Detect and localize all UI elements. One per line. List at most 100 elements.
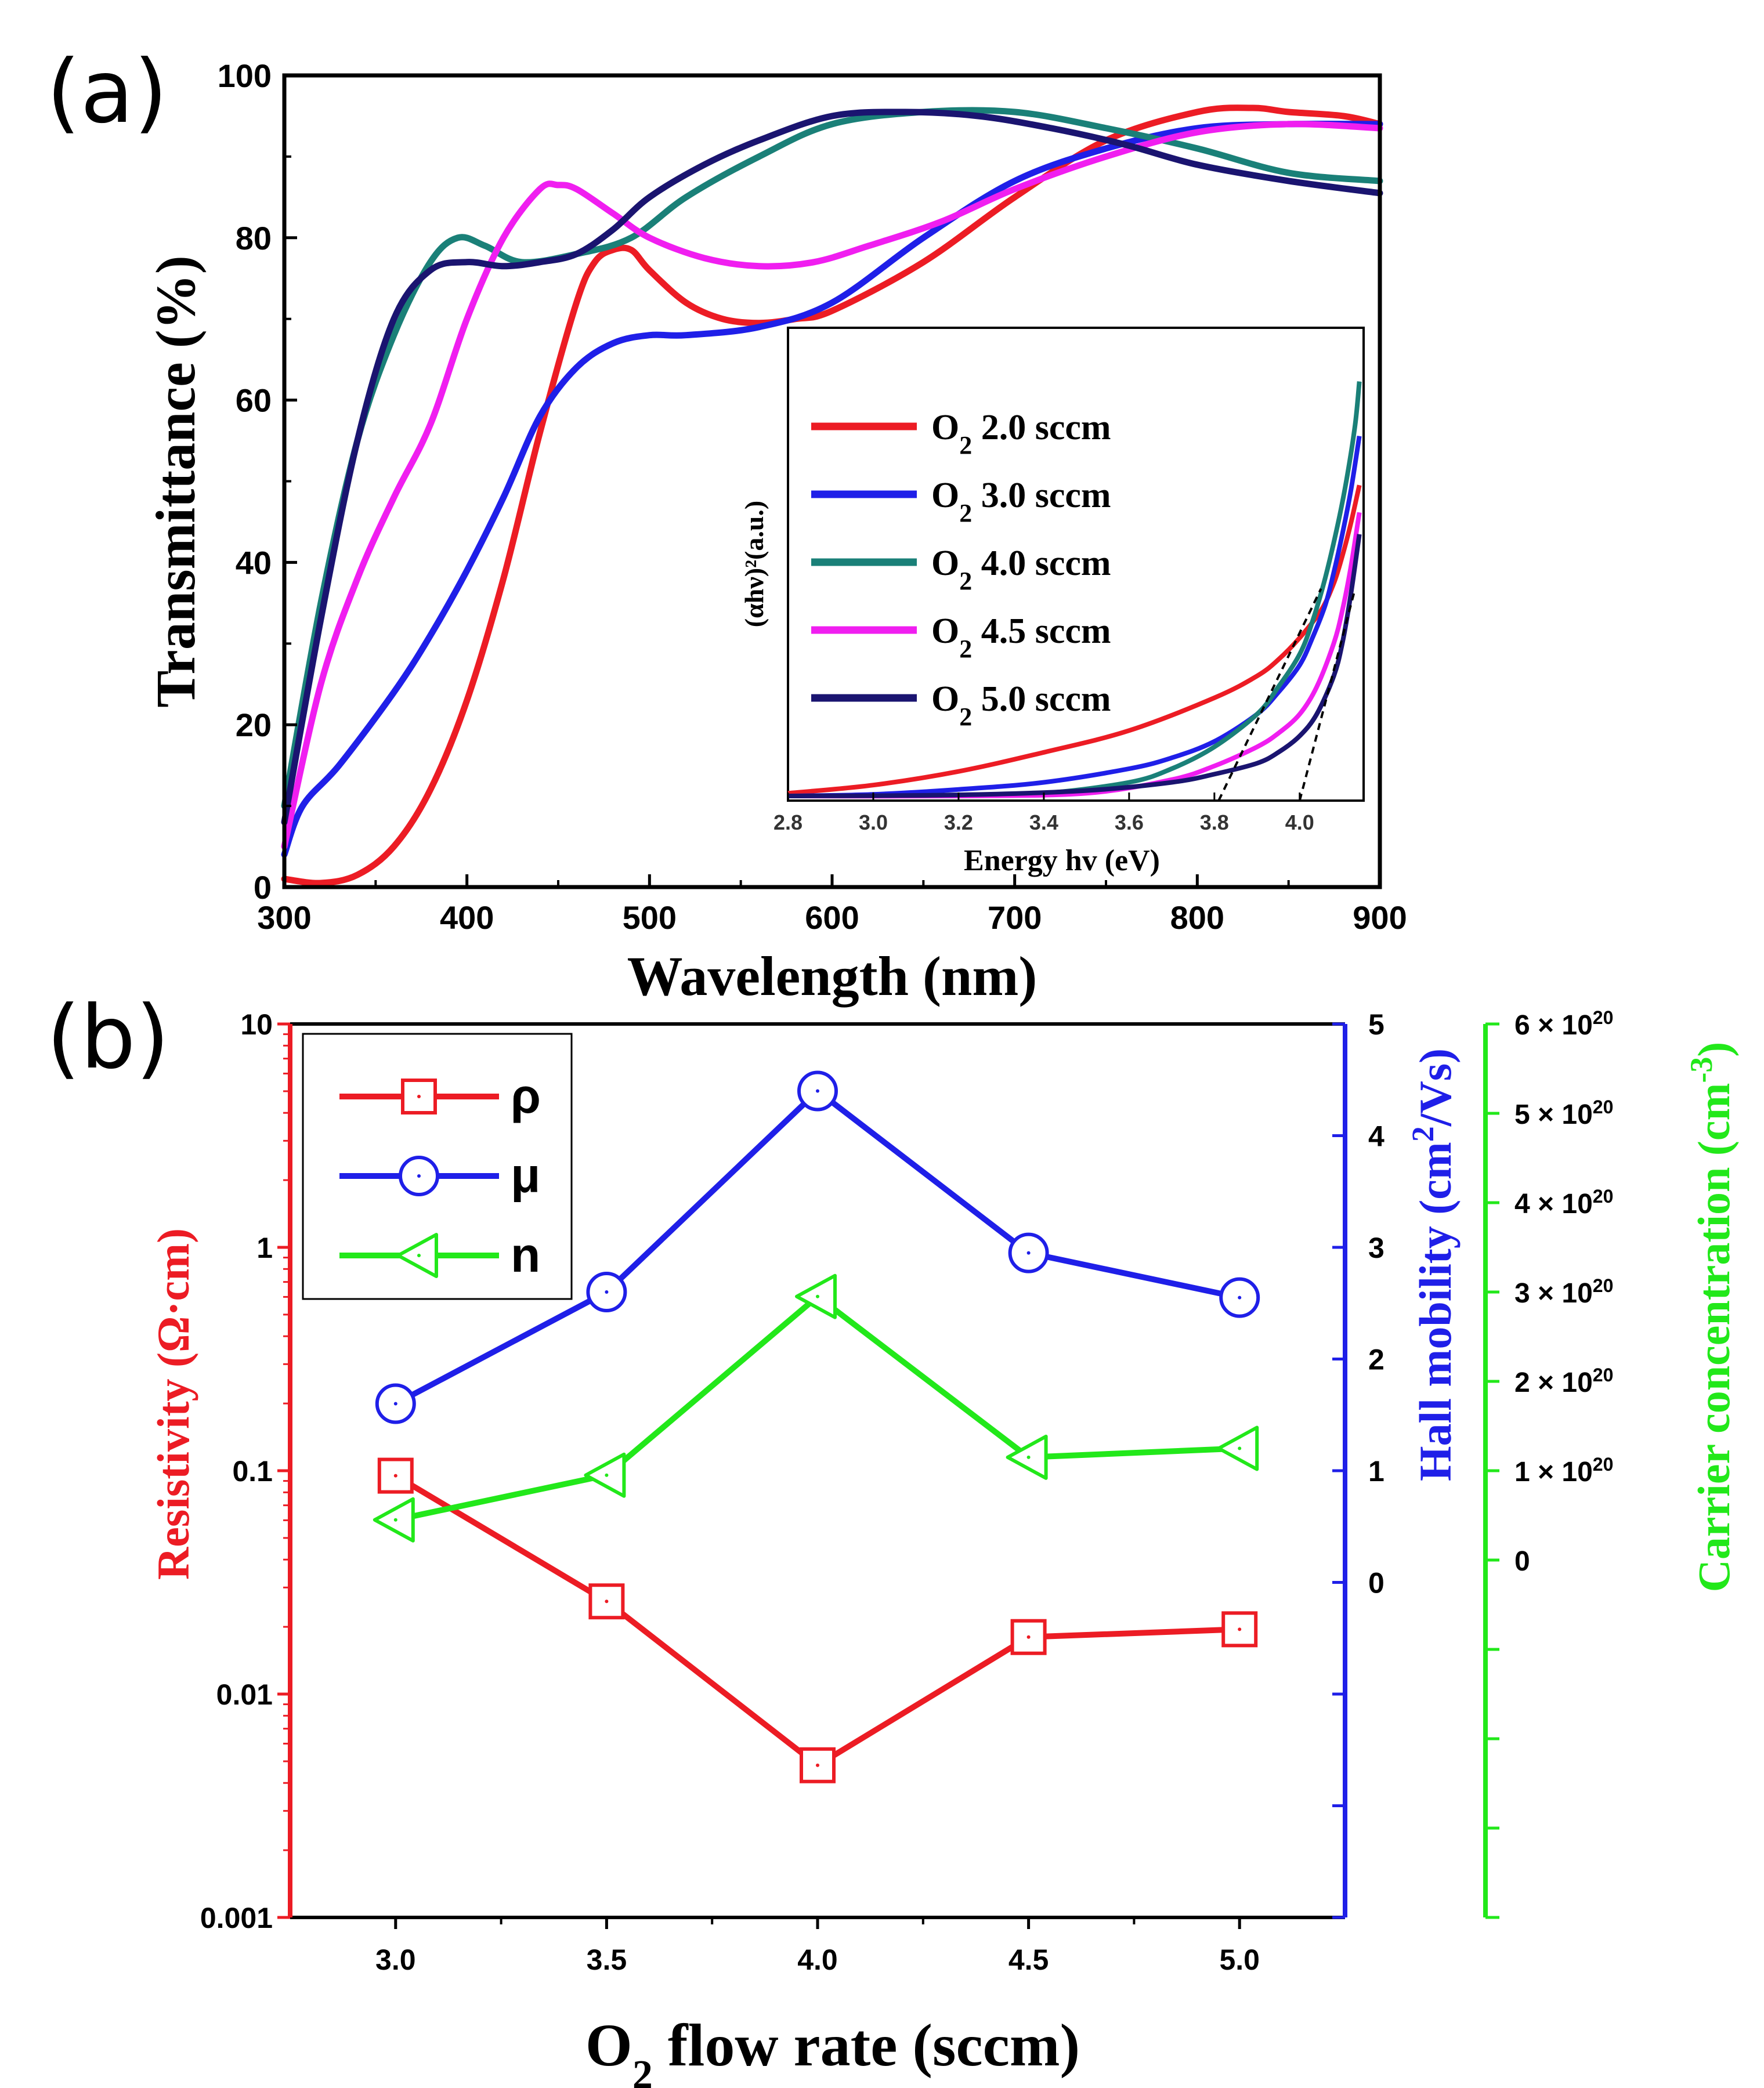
marker-square-3-dot <box>816 1763 819 1767</box>
panel-b-xlabel-prefix: O <box>585 2012 632 2079</box>
marker-square-2-dot <box>605 1600 609 1604</box>
a-ytick-label: 20 <box>236 707 272 743</box>
a-xtick-label: 700 <box>988 899 1042 936</box>
panel-b-xlabel-rest: flow rate (sccm) <box>653 2012 1080 2079</box>
carrier-axis-label: Carrier concentration (cm-3) <box>1684 1042 1739 1593</box>
transmittance-curve-2 <box>281 120 1383 858</box>
resistivity-label-unit: (Ω·cm) <box>148 1228 198 1367</box>
resistivity-axis-label: Resistivity (Ω·cm) <box>148 1228 198 1580</box>
b-xtick-label: 4.0 <box>797 1944 838 1976</box>
b-legend-marker-square-dot <box>417 1095 421 1098</box>
b-xtick-label: 5.0 <box>1219 1944 1260 1976</box>
a-xtick-label: 600 <box>805 899 859 936</box>
inset-legend-text: 3.0 sccm <box>972 476 1111 515</box>
a-ytick-label: 0 <box>254 869 272 906</box>
resistivity-label-main: Resistivity <box>148 1367 198 1580</box>
inset-legend-sub: 2 <box>959 499 972 527</box>
inset-xtick-label: 3.6 <box>1115 810 1144 834</box>
b-legend-label-circle: μ <box>511 1148 540 1203</box>
inset-curve-1 <box>787 484 1362 796</box>
b-rtick-label: 0 <box>1514 1546 1530 1577</box>
b-rtick-mant: 6 × 10 <box>1514 1010 1593 1041</box>
b-legend-marker-triangle-dot <box>417 1254 421 1257</box>
panel-a-label: (a) <box>46 42 168 143</box>
panel-b-legend: ρμn <box>302 1033 573 1300</box>
panel-b-xlabel-sub: 2 <box>632 2053 653 2088</box>
marker-square-1-dot <box>393 1474 397 1478</box>
marker-square-1 <box>377 1457 414 1494</box>
b-rtick-exp: 20 <box>1593 1275 1614 1296</box>
panel-b-axes: 3.0 3.5 4.0 4.5 5.0 0.001 0.01 0.1 1 10 0 1 2 3 4 5 0 1 ×… <box>200 1007 1614 1976</box>
marker-circle-3-dot <box>816 1089 819 1093</box>
inset-legend-text: 2.0 sccm <box>972 408 1111 447</box>
inset-legend-sub: 2 <box>959 431 972 459</box>
b-ltick-label: 0.01 <box>216 1678 273 1711</box>
mobility-label-a: Hall mobility (cm <box>1410 1142 1461 1481</box>
inset-legend-sub: 2 <box>959 703 972 731</box>
transmittance-curve-1 <box>281 104 1383 886</box>
panel-b: (b) 3.0 3.5 4.0 4.5 5.0 0.001 0.01 0.1 1 10 0 1 2 3 4 5… <box>46 987 1739 2088</box>
b-xtick-label: 4.5 <box>1008 1944 1049 1976</box>
a-ytick-label: 40 <box>236 544 272 581</box>
panel-a-ticks: 300 400 500 600 700 800 900 0 20 40 60 80 100 <box>218 57 1407 936</box>
inset-legend-sub: 2 <box>959 567 972 595</box>
inset-curve-5 <box>787 534 1362 798</box>
inset-legend-prefix: O <box>931 679 959 719</box>
b-ltick-label: 10 <box>240 1008 273 1041</box>
marker-triangle-1-dot <box>393 1518 397 1522</box>
marker-circle-2-dot <box>605 1290 609 1294</box>
b-legend-label-triangle: n <box>511 1228 540 1282</box>
marker-triangle-4-dot <box>1026 1455 1031 1459</box>
a-ytick-label: 100 <box>218 57 272 94</box>
mobility-label-sup: 2 <box>1405 1126 1440 1142</box>
b-rtick-label: 4 × 1020 <box>1514 1186 1613 1219</box>
marker-square-4-dot <box>1026 1635 1031 1639</box>
inset-curves <box>787 381 1362 801</box>
panel-b-xlabel: O2 flow rate (sccm) <box>585 2012 1080 2088</box>
carrier-label-b: ) <box>1689 1042 1739 1057</box>
series-line-triangle <box>395 1293 1240 1523</box>
a-xtick-label: 900 <box>1353 899 1407 936</box>
mobility-label-b: /Vs) <box>1410 1048 1461 1127</box>
b-rtick-mant: 3 × 10 <box>1514 1278 1593 1309</box>
inset-legend-label-1: O2 2.0 sccm <box>931 408 1111 459</box>
b-xtick-label: 3.0 <box>375 1944 416 1976</box>
b-rtick-mant: 2 × 10 <box>1514 1367 1593 1398</box>
inset-legend-text: 4.0 sccm <box>972 544 1111 583</box>
b-rtick-exp: 20 <box>1593 1007 1614 1028</box>
inset-xtick-label: 3.2 <box>944 810 973 834</box>
marker-triangle-2-dot <box>605 1473 609 1477</box>
tangent-line-1 <box>1217 588 1322 801</box>
a-ytick-label: 60 <box>236 382 272 419</box>
b-rtick-label: 2 × 1020 <box>1514 1365 1613 1398</box>
b-rtick-mant: 1 × 10 <box>1514 1457 1593 1488</box>
transmittance-curve-4 <box>281 121 1383 850</box>
inset-legend-prefix: O <box>931 408 959 447</box>
b-rtick-exp: 20 <box>1593 1097 1614 1117</box>
b-rtick-exp: 20 <box>1593 1186 1614 1207</box>
inset-xtick-label: 2.8 <box>773 810 803 834</box>
marker-circle-5-dot <box>1238 1295 1242 1300</box>
panel-b-series <box>373 1070 1260 1783</box>
b-rtick-mant: 4 × 10 <box>1514 1189 1593 1219</box>
transmittance-curve-5 <box>281 108 1383 826</box>
inset-legend-label-5: O2 5.0 sccm <box>931 679 1111 731</box>
a-xtick-label: 800 <box>1170 899 1224 936</box>
inset-ticks: 2.8 3.0 3.2 3.4 3.6 3.8 4.0 <box>773 793 1314 834</box>
a-ytick-label: 80 <box>236 220 272 256</box>
inset-legend-text: 5.0 sccm <box>972 679 1111 719</box>
b-mtick-label: 5 <box>1368 1008 1385 1041</box>
inset-legend-label-4: O2 4.5 sccm <box>931 611 1111 663</box>
marker-triangle-3-dot <box>816 1294 819 1298</box>
b-rtick-label: 1 × 1020 <box>1514 1454 1613 1488</box>
b-ltick-label: 1 <box>256 1232 273 1264</box>
marker-square-5-dot <box>1238 1627 1242 1631</box>
marker-circle-4-dot <box>1026 1251 1031 1255</box>
b-ltick-label: 0.1 <box>232 1455 273 1488</box>
inset-xtick-label: 3.4 <box>1029 810 1058 834</box>
b-legend-marker-square <box>401 1079 437 1114</box>
b-mtick-label: 4 <box>1368 1120 1385 1153</box>
